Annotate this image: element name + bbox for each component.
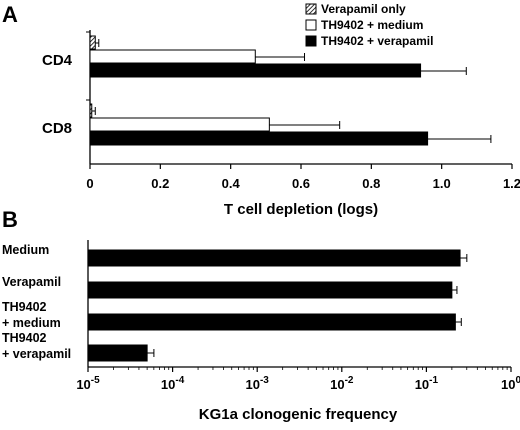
x-tick-label: 10-3 (246, 375, 270, 392)
category-label-medium: Medium (2, 243, 49, 257)
bar-cd8-verapamil-only (89, 103, 93, 118)
bar-th9402-medium (87, 313, 456, 331)
panel-a-letter: A (2, 2, 18, 27)
panel-a-category-labels: CD4 CD8 (42, 31, 90, 137)
category-label-th9402-medium: + medium (2, 316, 61, 330)
category-label-th9402-medium: TH9402 (2, 300, 47, 314)
x-tick-label: 1.0 (433, 176, 451, 191)
x-tick-label: 10-2 (330, 375, 354, 392)
legend-label-th9402-medium: TH9402 + medium (321, 18, 423, 32)
legend-label-th9402-verapamil: TH9402 + verapamil (321, 34, 433, 48)
x-tick-label: 0.8 (362, 176, 380, 191)
category-label-cd8: CD8 (42, 120, 72, 137)
panel-b-x-ticks: 10-5 10-4 10-3 10-2 10-1 100 (76, 367, 520, 392)
panel-a-chart: 0 0.2 0.4 0.6 0.8 1.0 1.2 CD4 CD8 T cell deplet… (42, 2, 520, 218)
panel-a-x-ticks: 0 0.2 0.4 0.6 0.8 1.0 1.2 (86, 164, 520, 191)
panel-b-bars (87, 249, 468, 362)
x-tick-label: 0 (86, 176, 93, 191)
x-tick-label: 0.6 (292, 176, 310, 191)
legend-swatch-th9402-verapamil (305, 35, 317, 47)
panel-a-x-axis-label: T cell depletion (logs) (224, 201, 378, 218)
category-label-th9402-verapamil: + verapamil (2, 347, 71, 361)
panel-b-x-axis-label: KG1a clonogenic frequency (199, 406, 398, 423)
bar-verapamil (87, 281, 453, 299)
legend-swatch-verapamil-only (305, 3, 317, 15)
x-tick-label: 0.2 (151, 176, 169, 191)
category-label-verapamil: Verapamil (2, 275, 61, 289)
legend-swatch-th9402-medium (305, 19, 317, 31)
x-tick-label: 1.2 (503, 176, 520, 191)
x-tick-label: 10-5 (76, 375, 100, 392)
bar-cd4-verapamil-only (89, 35, 96, 50)
panel-b-letter: B (2, 207, 18, 232)
bar-cd8-th9402-medium (89, 117, 270, 132)
bar-th9402-verapamil (87, 344, 148, 362)
x-tick-label: 10-1 (415, 375, 439, 392)
category-label-cd4: CD4 (42, 52, 73, 69)
category-label-th9402-verapamil: TH9402 (2, 331, 47, 345)
bar-cd4-th9402-medium (89, 49, 256, 64)
x-tick-label: 10-4 (161, 375, 185, 392)
panel-a-bars (89, 35, 492, 146)
legend-label-verapamil-only: Verapamil only (321, 2, 406, 16)
panel-b-chart: 10-5 10-4 10-3 10-2 10-1 100 Medium Verapamil T… (2, 240, 520, 423)
bar-cd8-th9402-verapamil (89, 131, 429, 146)
x-tick-label: 100 (501, 375, 520, 392)
x-tick-label: 0.4 (222, 176, 241, 191)
panel-a-legend: Verapamil only TH9402 + medium TH9402 + … (305, 2, 433, 48)
bar-cd4-th9402-verapamil (89, 63, 422, 78)
bar-medium (87, 249, 461, 267)
